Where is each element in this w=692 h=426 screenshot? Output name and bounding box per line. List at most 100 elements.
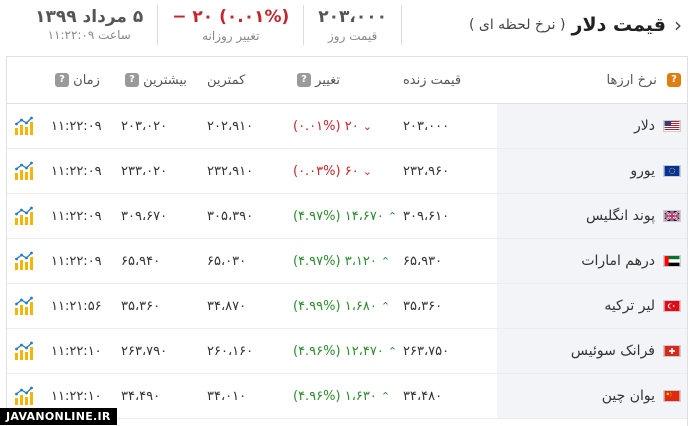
question-icon[interactable]: ? <box>125 73 139 87</box>
daily-change-value: (۰.۰۱%) ۲۰ − <box>172 7 290 27</box>
change-cell: (۴.۹۶%) ۱،۶۳۰ ⌃ <box>287 373 397 419</box>
flag-gb-icon <box>655 209 681 224</box>
currency-cell[interactable]: یورو <box>497 148 687 194</box>
arrow-up-icon: ⌃ <box>387 344 398 358</box>
chart-icon[interactable] <box>13 386 37 405</box>
lowest-cell: ۶۵،۰۳۰ <box>201 238 287 284</box>
watermark: JAVANONLINE.IR <box>0 408 117 425</box>
change-value: (۴.۹۷%) ۱۴،۶۷۰ <box>293 208 384 224</box>
highest-cell: ۳۰۹،۶۷۰ <box>115 193 201 239</box>
live-price-cell: ۲۰۳،۰۰۰ <box>397 103 497 149</box>
chart-cell[interactable] <box>7 283 45 329</box>
highest-cell: ۶۵،۹۴۰ <box>115 238 201 284</box>
flag-eu-icon <box>655 164 681 179</box>
change-value: (۴.۹۶%) ۱،۶۳۰ <box>293 388 377 404</box>
chart-icon[interactable] <box>13 296 37 315</box>
arrow-up-icon: ⌃ <box>387 209 398 223</box>
header-lowest: کمترین <box>201 57 287 104</box>
lowest-cell: ۲۶۰،۱۶۰ <box>201 328 287 374</box>
header-time: زمان ? <box>45 57 115 104</box>
chart-icon[interactable] <box>13 251 37 270</box>
chart-cell[interactable] <box>7 103 45 149</box>
chart-icon[interactable] <box>13 161 37 180</box>
header-change: تغییر ? <box>287 57 397 104</box>
table-row[interactable]: فرانک سوئیس ۲۶۳،۷۵۰ (۴.۹۶%) ۱۲،۴۷۰ ⌃ ۲۶۰،۱۶۰… <box>7 328 687 374</box>
header-currency-label: نرخ ارزها <box>606 72 657 88</box>
time-cell: ۱۱:۲۲:۱۰ <box>45 328 115 374</box>
change-value: (۴.۹۶%) ۱۲،۴۷۰ <box>293 343 384 359</box>
currency-cell[interactable]: فرانک سوئیس <box>497 328 687 374</box>
day-price-label: قیمت روز <box>328 29 378 43</box>
chart-icon[interactable] <box>13 341 37 360</box>
currency-name[interactable]: فرانک سوئیس <box>570 343 655 359</box>
question-icon[interactable]: ? <box>55 73 69 87</box>
lowest-cell: ۳۴،۸۷۰ <box>201 283 287 329</box>
time-value: ساعت ۱۱:۲۲:۰۹ <box>47 28 131 42</box>
table-row[interactable]: پوند انگلیس ۳۰۹،۶۱۰ (۴.۹۷%) ۱۴،۶۷۰ ⌃ ۳۰۵،۳۹۰… <box>7 193 687 239</box>
chart-icon[interactable] <box>13 206 37 225</box>
header-highest-label: بیشترین <box>143 72 187 88</box>
chart-cell[interactable] <box>7 328 45 374</box>
currency-table: ? نرخ ارزها قیمت زنده تغییر ? کمترین بیش… <box>7 57 687 419</box>
time-cell: ۱۱:۲۲:۰۹ <box>45 148 115 194</box>
chart-cell[interactable] <box>7 193 45 239</box>
currency-name[interactable]: لیر ترکیه <box>604 298 655 314</box>
change-value: (۴.۹۷%) ۳،۱۲۰ <box>293 253 377 269</box>
arrow-up-icon: ⌃ <box>380 299 391 313</box>
change-value: (۰.۰۱%) ۲۰ <box>293 118 359 134</box>
flag-ch-icon <box>655 344 681 359</box>
live-price-cell: ۶۵،۹۳۰ <box>397 238 497 284</box>
currency-cell[interactable]: یوان چین <box>497 373 687 419</box>
date-value: ۵ مرداد ۱۳۹۹ <box>35 7 144 27</box>
currency-name[interactable]: دلار <box>634 118 655 134</box>
change-cell: (۴.۹۹%) ۱،۶۸۰ ⌃ <box>287 283 397 329</box>
page-subtitle: ( نرخ لحظه ای ) <box>468 17 566 33</box>
flag-us-icon <box>655 119 681 134</box>
currency-name[interactable]: یوان چین <box>601 388 655 404</box>
currency-table-card: ? نرخ ارزها قیمت زنده تغییر ? کمترین بیش… <box>6 56 688 426</box>
day-price-value: ۲۰۳،۰۰۰ <box>318 7 387 27</box>
table-header-row: ? نرخ ارزها قیمت زنده تغییر ? کمترین بیش… <box>7 57 687 104</box>
live-price-cell: ۳۴،۴۸۰ <box>397 373 497 419</box>
currency-name[interactable]: درهم امارات <box>581 253 655 269</box>
change-cell: (۴.۹۷%) ۳،۱۲۰ ⌃ <box>287 238 397 284</box>
header-live-label: قیمت زنده <box>403 72 462 88</box>
currency-cell[interactable]: پوند انگلیس <box>497 193 687 239</box>
live-price-cell: ۳۵،۳۶۰ <box>397 283 497 329</box>
arrow-up-icon: ⌃ <box>380 389 391 403</box>
table-row[interactable]: درهم امارات ۶۵،۹۳۰ (۴.۹۷%) ۳،۱۲۰ ⌃ ۶۵،۰۳۰ ۶۵،… <box>7 238 687 284</box>
currency-cell[interactable]: درهم امارات <box>497 238 687 284</box>
flag-ae-icon <box>655 254 681 269</box>
arrow-up-icon: ⌃ <box>380 254 391 268</box>
date-box: ۵ مرداد ۱۳۹۹ ساعت ۱۱:۲۲:۰۹ <box>21 5 159 45</box>
highest-cell: ۲۰۳،۰۲۰ <box>115 103 201 149</box>
currency-cell[interactable]: لیر ترکیه <box>497 283 687 329</box>
chart-cell[interactable] <box>7 238 45 284</box>
currency-name[interactable]: یورو <box>630 163 655 179</box>
chart-icon[interactable] <box>13 116 37 135</box>
daily-change-box: (۰.۰۱%) ۲۰ − تغییر روزانه <box>158 5 305 45</box>
arrow-down-icon: ⌄ <box>362 119 372 133</box>
currency-rows: دلار ۲۰۳،۰۰۰ (۰.۰۱%) ۲۰ ⌄ ۲۰۲،۹۱۰ ۲۰۳،۰۲۰ ۱۱:۲… <box>7 103 687 419</box>
change-cell: (۴.۹۶%) ۱۲،۴۷۰ ⌃ <box>287 328 398 374</box>
currency-cell[interactable]: دلار <box>497 103 687 149</box>
table-row[interactable]: دلار ۲۰۳،۰۰۰ (۰.۰۱%) ۲۰ ⌄ ۲۰۲،۹۱۰ ۲۰۳،۰۲۰ ۱۱:۲… <box>7 103 687 149</box>
change-cell: (۰.۰۳%) ۶۰ ⌄ <box>287 148 397 194</box>
page-header: ‹ قیمت دلار ( نرخ لحظه ای ) ۲۰۳،۰۰۰ قیمت… <box>0 0 692 50</box>
sort-icon[interactable]: ? <box>667 73 681 87</box>
day-price-box: ۲۰۳،۰۰۰ قیمت روز <box>304 5 402 45</box>
time-cell: ۱۱:۲۲:۰۹ <box>45 193 115 239</box>
table-row[interactable]: یوان چین ۳۴،۴۸۰ (۴.۹۶%) ۱،۶۳۰ ⌃ ۳۴،۰۱۰ ۳۴،۴۹۰… <box>7 373 687 419</box>
table-row[interactable]: یورو ۲۳۲،۹۶۰ (۰.۰۳%) ۶۰ ⌄ ۲۳۲،۹۱۰ ۲۳۳،۰۲۰ ۱۱:۲… <box>7 148 687 194</box>
lowest-cell: ۲۰۲،۹۱۰ <box>201 103 287 149</box>
header-currency[interactable]: ? نرخ ارزها <box>497 57 687 104</box>
time-cell: ۱۱:۲۲:۰۹ <box>45 238 115 284</box>
currency-name[interactable]: پوند انگلیس <box>585 208 655 224</box>
header-change-label: تغییر <box>315 72 341 88</box>
highest-cell: ۳۴،۴۹۰ <box>115 373 201 419</box>
chevron-left-icon[interactable]: ‹ <box>674 13 682 37</box>
flag-tr-icon <box>655 299 681 314</box>
question-icon[interactable]: ? <box>297 73 311 87</box>
chart-cell[interactable] <box>7 148 45 194</box>
table-row[interactable]: لیر ترکیه ۳۵،۳۶۰ (۴.۹۹%) ۱،۶۸۰ ⌃ ۳۴،۸۷۰ ۳۵،۳۶… <box>7 283 687 329</box>
